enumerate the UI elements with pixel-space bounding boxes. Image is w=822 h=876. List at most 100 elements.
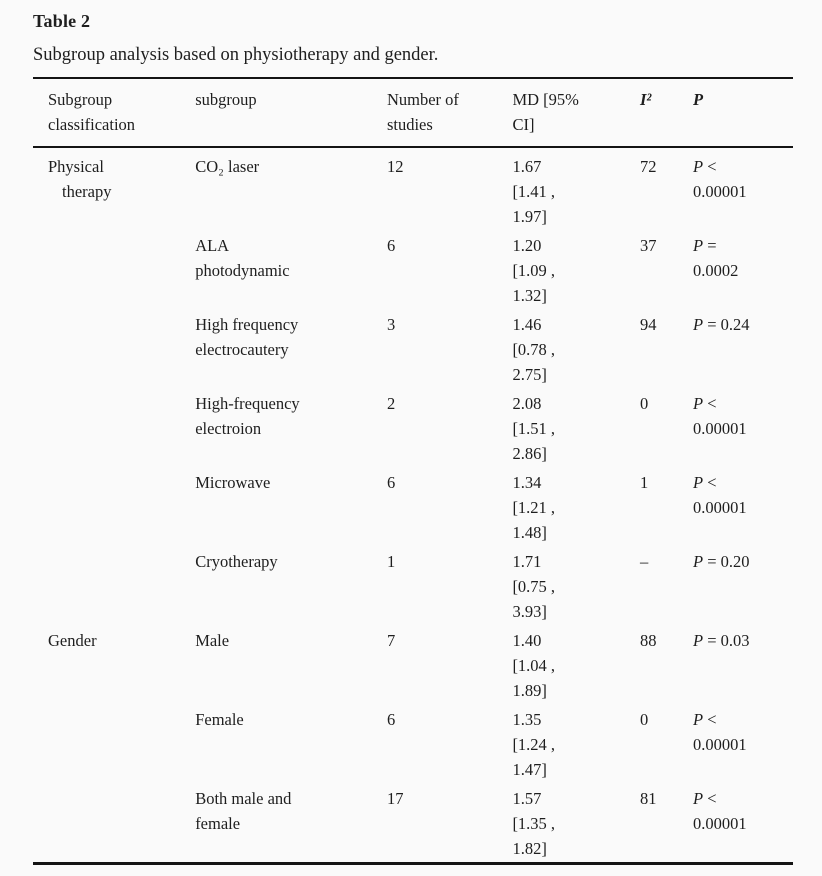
italic-symbol: P bbox=[693, 710, 704, 729]
table-row: Cryotherapy 1 1.71 [0.75 , 3.93] – P = 0.20 bbox=[33, 546, 793, 625]
cell-i2: 37 bbox=[640, 230, 693, 309]
cell-line: 0.00001 bbox=[693, 498, 747, 517]
cell-i2: 0 bbox=[640, 704, 693, 783]
cell-subgroup: Cryotherapy bbox=[195, 546, 387, 625]
cell-i2: 72 bbox=[640, 147, 693, 230]
cell-n_studies: 3 bbox=[387, 309, 512, 388]
cell-line: 94 bbox=[639, 315, 657, 334]
italic-symbol: P bbox=[693, 473, 704, 492]
cell-subgroup: Male bbox=[195, 625, 387, 704]
cell-subgroup: Female bbox=[195, 704, 387, 783]
column-header-i2: I² bbox=[639, 78, 693, 148]
cell-md: 1.67 [1.41 , 1.97] bbox=[512, 147, 640, 230]
cell-line: P = 0.24 bbox=[693, 315, 750, 334]
cell-line: 1.32] bbox=[512, 286, 547, 305]
cell-line: ALA bbox=[195, 236, 230, 255]
cell-p: P = 0.20 bbox=[693, 546, 793, 625]
cell-line: 72 bbox=[639, 157, 657, 176]
cell-classification bbox=[33, 546, 195, 625]
cell-i2: 88 bbox=[640, 625, 693, 704]
cell-line: Gender bbox=[48, 631, 97, 650]
cell-p: P < 0.00001 bbox=[693, 783, 793, 864]
table-row: Female 6 1.35 [1.24 , 1.47] 0 P < 0.00001 bbox=[33, 704, 793, 783]
cell-line: 1.35 bbox=[512, 710, 542, 729]
column-header-subgroup: subgroup bbox=[195, 78, 387, 148]
italic-symbol: P bbox=[693, 552, 704, 571]
cell-n_studies: 2 bbox=[387, 388, 512, 467]
cell-line: [1.09 , bbox=[512, 261, 556, 280]
cell-line: P < bbox=[693, 473, 717, 492]
cell-line: 88 bbox=[639, 631, 657, 650]
cell-line: 12 bbox=[386, 157, 404, 176]
cell-line: Cryotherapy bbox=[195, 552, 278, 571]
cell-subgroup: ALA photodynamic bbox=[195, 230, 387, 309]
column-header-p: P bbox=[693, 78, 793, 148]
cell-n_studies: 17 bbox=[387, 783, 512, 864]
cell-line: [1.51 , bbox=[512, 419, 556, 438]
cell-line: classification bbox=[48, 115, 136, 134]
cell-md: 1.34 [1.21 , 1.48] bbox=[512, 467, 640, 546]
cell-n_studies: 7 bbox=[387, 625, 512, 704]
cell-p: P < 0.00001 bbox=[693, 147, 793, 230]
cell-line: [1.24 , bbox=[512, 735, 556, 754]
cell-line: 0.00001 bbox=[693, 419, 747, 438]
cell-line: P < bbox=[693, 394, 717, 413]
cell-line: 1.40 bbox=[512, 631, 542, 650]
cell-line: 1.97] bbox=[512, 207, 547, 226]
cell-md: 1.35 [1.24 , 1.47] bbox=[512, 704, 640, 783]
table-row: ALA photodynamic 6 1.20 [1.09 , 1.32] 37 P = 0.0… bbox=[33, 230, 793, 309]
table-row: Microwave 6 1.34 [1.21 , 1.48] 1 P < 0.00001 bbox=[33, 467, 793, 546]
column-header-classification: Subgroup classification bbox=[33, 78, 196, 148]
cell-line: I² bbox=[639, 90, 652, 109]
subgroup-analysis-table: Subgroup classification subgroup Number of s… bbox=[33, 77, 793, 865]
cell-line: CO₂ laser bbox=[195, 157, 260, 176]
cell-line: 1.82] bbox=[512, 839, 547, 858]
cell-line: 1.71 bbox=[512, 552, 542, 571]
cell-line: P < bbox=[693, 789, 717, 808]
cell-line: 3 bbox=[386, 315, 396, 334]
cell-line: Male bbox=[195, 631, 230, 650]
cell-i2: 0 bbox=[640, 388, 693, 467]
italic-symbol: P bbox=[693, 315, 704, 334]
cell-line: 37 bbox=[639, 236, 657, 255]
cell-n_studies: 6 bbox=[387, 230, 512, 309]
cell-line: Physical bbox=[48, 157, 104, 176]
cell-line: Both male and bbox=[195, 789, 292, 808]
cell-i2: 1 bbox=[640, 467, 693, 546]
cell-n_studies: 12 bbox=[387, 147, 512, 230]
cell-line: [1.21 , bbox=[512, 498, 556, 517]
cell-i2: 94 bbox=[640, 309, 693, 388]
cell-line: P = 0.03 bbox=[693, 631, 750, 650]
cell-line: 2.08 bbox=[512, 394, 542, 413]
cell-line: [1.41 , bbox=[512, 182, 556, 201]
cell-line: 0.0002 bbox=[693, 261, 739, 280]
cell-line: High frequency bbox=[195, 315, 299, 334]
cell-line: 6 bbox=[386, 236, 396, 255]
cell-line: electrocautery bbox=[195, 340, 289, 359]
cell-line: 2.86] bbox=[512, 444, 547, 463]
cell-line: 7 bbox=[386, 631, 396, 650]
cell-line: 1.57 bbox=[512, 789, 542, 808]
cell-line: P = 0.20 bbox=[693, 552, 750, 571]
cell-subgroup: High frequency electrocautery bbox=[195, 309, 387, 388]
cell-line: P < bbox=[693, 157, 717, 176]
cell-line: [0.78 , bbox=[512, 340, 556, 359]
cell-line: [0.75 , bbox=[512, 577, 556, 596]
cell-line: 0.00001 bbox=[693, 735, 747, 754]
cell-i2: – bbox=[640, 546, 693, 625]
cell-line: therapy bbox=[62, 182, 112, 201]
italic-symbol: P bbox=[693, 157, 704, 176]
cell-n_studies: 1 bbox=[387, 546, 512, 625]
cell-line: 3.93] bbox=[512, 602, 547, 621]
cell-line: studies bbox=[386, 115, 433, 134]
cell-line: 1.34 bbox=[512, 473, 542, 492]
cell-subgroup: Both male and female bbox=[195, 783, 387, 864]
italic-symbol: P bbox=[693, 789, 704, 808]
cell-md: 1.71 [0.75 , 3.93] bbox=[512, 546, 640, 625]
cell-p: P < 0.00001 bbox=[693, 467, 793, 546]
cell-md: 2.08 [1.51 , 2.86] bbox=[512, 388, 640, 467]
column-header-md: MD [95% CI] bbox=[512, 78, 640, 148]
cell-p: P = 0.0002 bbox=[693, 230, 793, 309]
cell-line: 6 bbox=[386, 473, 396, 492]
